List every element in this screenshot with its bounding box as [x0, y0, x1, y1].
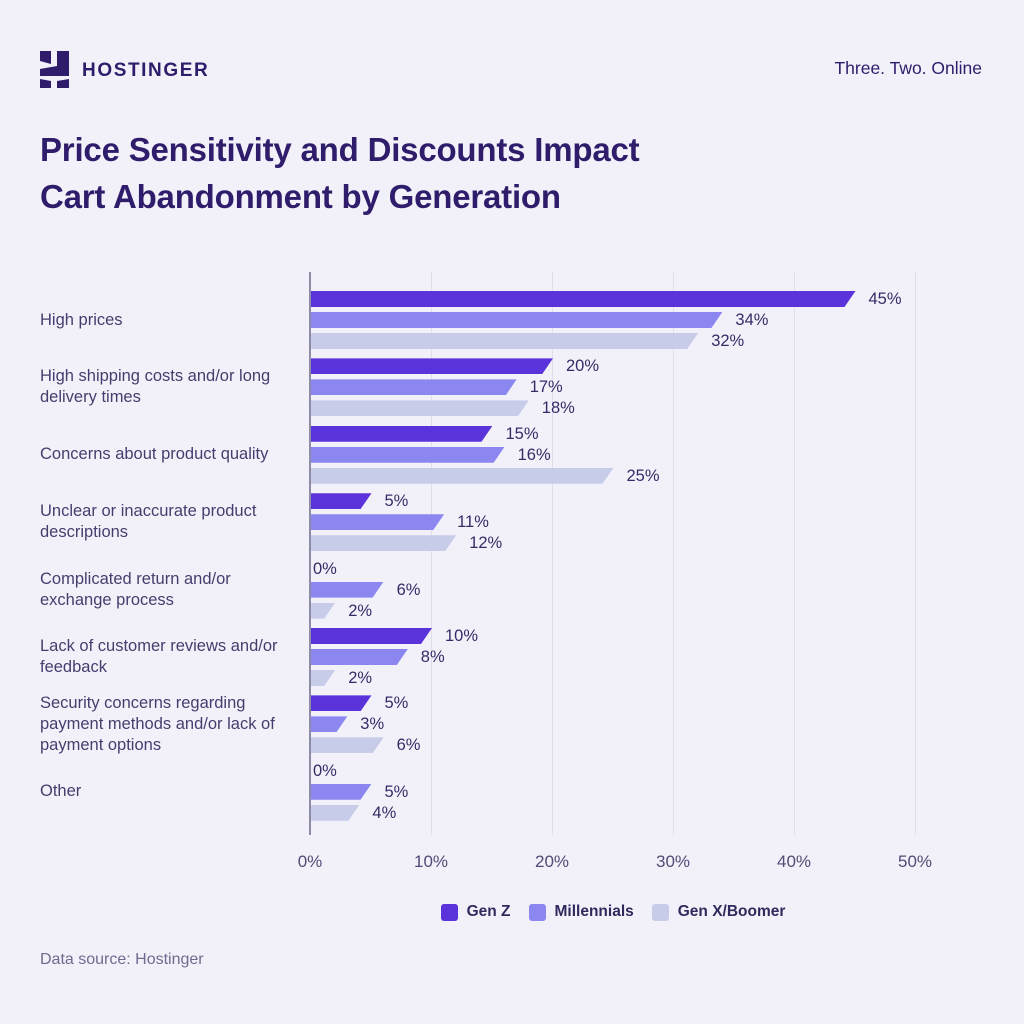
- bar-millennials: [311, 447, 505, 463]
- value-label: 2%: [348, 669, 373, 687]
- value-label: 18%: [541, 399, 575, 418]
- legend-swatch-millennials: [528, 903, 546, 921]
- bar-millennials: [311, 716, 347, 732]
- legend-label-gen-z: Gen Z: [466, 903, 511, 920]
- chart-row: Lack of customer reviews and/or feedback…: [0, 627, 1024, 687]
- bar-gen-z: [311, 426, 493, 442]
- category-label: High prices: [40, 310, 123, 329]
- value-label: 12%: [469, 534, 503, 553]
- value-label: 4%: [372, 803, 397, 822]
- x-tick-label: 40%: [776, 852, 812, 871]
- gridline: [794, 272, 795, 835]
- page-title-line2: Cart Abandonment by Generation: [40, 178, 561, 215]
- category-label: Concerns about product quality: [40, 445, 269, 464]
- legend-item-millennials: Millennials: [528, 903, 634, 921]
- category-label: Unclear or inaccurate product descriptio…: [40, 502, 257, 542]
- brand-name: HOSTINGER: [82, 60, 210, 81]
- page-title-line1: Price Sensitivity and Discounts Impact: [40, 131, 640, 168]
- value-label: 3%: [360, 715, 385, 734]
- value-label: 6%: [396, 580, 421, 599]
- value-label: 32%: [711, 332, 745, 350]
- value-label: 6%: [396, 736, 421, 755]
- category-label: High shipping costs and/or long delivery…: [40, 367, 271, 407]
- legend-label-gen-x-boomer: Gen X/Boomer: [677, 903, 786, 920]
- bar-gen-z: [311, 291, 856, 307]
- bar-gen-x-boomer: [311, 535, 456, 551]
- value-label: 5%: [384, 782, 409, 801]
- bar-chart: 0% 10% 20% 30% 40% 50% High prices 45% 34% 32% Hig…: [0, 270, 1024, 920]
- hostinger-logo-icon: [40, 51, 69, 88]
- chart-row: Complicated return and/or exchange proce…: [0, 559, 1024, 620]
- value-label: 15%: [505, 424, 539, 443]
- value-label: 34%: [735, 311, 769, 329]
- value-label: 0%: [313, 559, 337, 578]
- value-label: 16%: [517, 445, 551, 464]
- x-tick-label: 0%: [297, 852, 323, 871]
- value-label: 20%: [566, 357, 600, 376]
- legend-item-gen-x-boomer: Gen X/Boomer: [651, 903, 786, 921]
- chart-row: Concerns about product quality 15% 16% 25%: [0, 424, 1024, 485]
- bar-millennials: [311, 582, 384, 598]
- bar-millennials: [311, 649, 408, 665]
- chart-row: High shipping costs and/or long delivery…: [0, 357, 1024, 418]
- value-label: 5%: [384, 492, 409, 511]
- chart-row: Unclear or inaccurate product descriptio…: [0, 492, 1024, 553]
- brand-tagline: Three. Two. Online: [834, 58, 982, 78]
- chart-row: Security concerns regarding payment meth…: [0, 693, 1024, 755]
- category-label: Security concerns regarding payment meth…: [40, 693, 275, 754]
- value-label: 2%: [348, 601, 373, 620]
- bar-gen-z: [311, 358, 553, 374]
- legend-swatch-gen-z: [440, 903, 458, 921]
- page-title: Price Sensitivity and Discounts Impact C…: [40, 126, 900, 220]
- value-label: 11%: [457, 513, 489, 532]
- legend-label-millennials: Millennials: [554, 903, 634, 920]
- x-tick-label: 50%: [897, 852, 933, 871]
- data-source: Data source: Hostinger: [40, 951, 204, 968]
- value-label: 10%: [445, 627, 479, 645]
- bar-gen-x-boomer: [311, 468, 614, 484]
- category-label: Complicated return and/or exchange proce…: [40, 569, 231, 609]
- bar-millennials: [311, 514, 444, 530]
- value-label: 0%: [313, 761, 337, 780]
- bar-gen-z: [311, 493, 372, 509]
- category-label: Lack of customer reviews and/or feedback: [40, 637, 278, 676]
- value-label: 45%: [868, 290, 902, 308]
- value-label: 8%: [420, 648, 445, 666]
- gridline: [915, 272, 916, 835]
- bar-gen-z: [311, 695, 372, 711]
- value-label: 5%: [384, 694, 409, 713]
- legend: Gen Z Millennials Gen X/Boomer: [310, 903, 916, 921]
- gridline: [552, 272, 553, 835]
- bar-gen-z: [311, 628, 432, 644]
- x-tick-label: 30%: [655, 852, 691, 871]
- x-tick-label: 10%: [413, 852, 449, 871]
- bar-gen-x-boomer: [311, 400, 529, 416]
- legend-item-gen-z: Gen Z: [440, 903, 511, 921]
- bar-gen-x-boomer: [311, 805, 359, 821]
- bar-millennials: [311, 379, 517, 395]
- bar-gen-x-boomer: [311, 603, 335, 619]
- legend-swatch-gen-x-boomer: [651, 903, 669, 921]
- bar-millennials: [311, 312, 722, 328]
- bar-gen-x-boomer: [311, 670, 335, 686]
- value-label: 25%: [626, 466, 660, 485]
- bar-gen-x-boomer: [311, 737, 384, 753]
- y-axis-line: [309, 272, 311, 835]
- value-label: 17%: [529, 378, 563, 397]
- gridline: [673, 272, 674, 835]
- gridline: [431, 272, 432, 835]
- x-tick-label: 20%: [534, 852, 570, 871]
- chart-row: High prices 45% 34% 32%: [0, 290, 1024, 350]
- bar-gen-x-boomer: [311, 333, 698, 349]
- bar-millennials: [311, 784, 372, 800]
- category-label: Other: [40, 782, 82, 801]
- chart-row: Other 0% 5% 4%: [0, 761, 1024, 822]
